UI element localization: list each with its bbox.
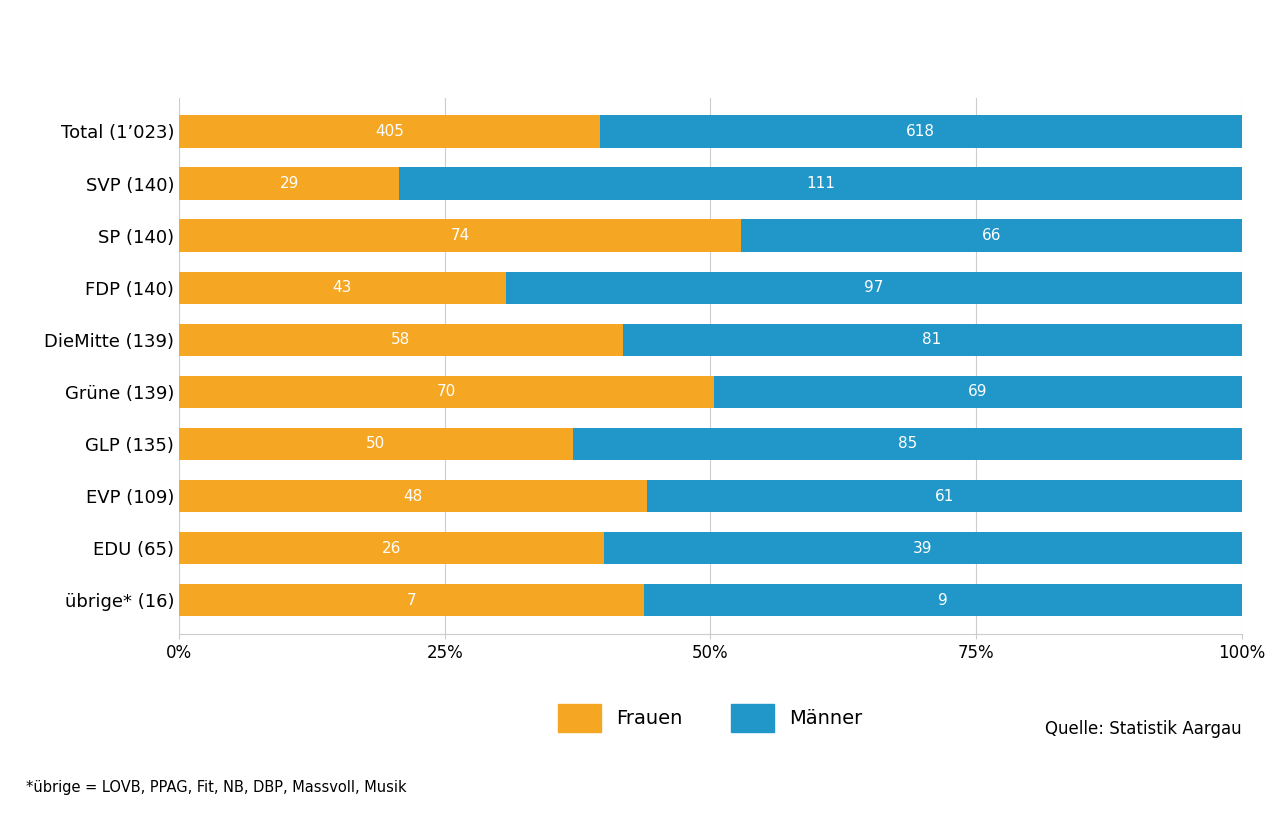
Text: 66: 66 — [982, 228, 1001, 243]
Text: 50: 50 — [366, 437, 385, 451]
Text: *übrige = LOVB, PPAG, Fit, NB, DBP, Massvoll, Musik: *übrige = LOVB, PPAG, Fit, NB, DBP, Mass… — [26, 780, 406, 795]
Bar — [648, 480, 1242, 512]
Bar — [604, 532, 1242, 564]
Bar — [179, 584, 644, 616]
Legend: Frauen, Männer: Frauen, Männer — [558, 704, 863, 732]
Text: 97: 97 — [864, 280, 883, 295]
Bar — [600, 115, 1242, 148]
Bar — [179, 428, 572, 460]
Bar — [572, 428, 1242, 460]
Text: Quelle: Statistik Aargau: Quelle: Statistik Aargau — [1044, 720, 1242, 737]
Bar — [179, 532, 604, 564]
Bar — [644, 584, 1242, 616]
Text: 111: 111 — [806, 176, 835, 191]
Text: 39: 39 — [913, 541, 933, 555]
Bar — [179, 220, 741, 252]
Bar — [622, 324, 1242, 356]
Text: 85: 85 — [897, 437, 916, 451]
Text: 48: 48 — [403, 489, 422, 503]
Bar — [741, 220, 1242, 252]
Text: 9: 9 — [938, 593, 947, 608]
Text: 405: 405 — [375, 124, 404, 139]
Text: 618: 618 — [906, 124, 936, 139]
Text: 74: 74 — [451, 228, 470, 243]
Text: 7: 7 — [407, 593, 416, 608]
Text: 70: 70 — [436, 385, 457, 399]
Text: 69: 69 — [968, 385, 988, 399]
Text: 29: 29 — [279, 176, 300, 191]
Bar — [714, 376, 1242, 408]
Text: 61: 61 — [934, 489, 954, 503]
Bar — [179, 324, 622, 356]
Text: 81: 81 — [923, 333, 942, 347]
Bar — [179, 376, 714, 408]
Bar — [506, 272, 1242, 304]
Bar — [179, 272, 506, 304]
Text: 26: 26 — [381, 541, 402, 555]
Bar — [179, 480, 648, 512]
Text: 58: 58 — [392, 333, 411, 347]
Text: 43: 43 — [333, 280, 352, 295]
Bar — [399, 167, 1242, 200]
Bar — [179, 115, 600, 148]
Bar — [179, 167, 399, 200]
